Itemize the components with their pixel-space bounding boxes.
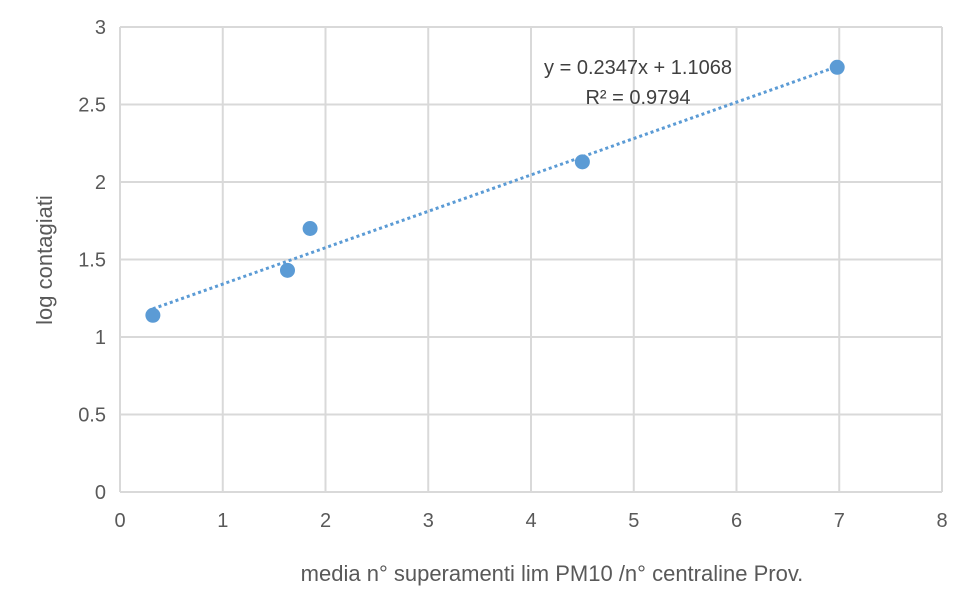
x-tick-label: 2 (320, 510, 331, 532)
data-points (145, 59, 845, 323)
x-tick-label: 4 (525, 510, 536, 532)
trendline-equation: y = 0.2347x + 1.1068 (544, 57, 732, 79)
y-axis-ticks: 0 0.5 1 1.5 2 2.5 3 (78, 17, 106, 504)
x-tick-label: 3 (423, 510, 434, 532)
data-point (574, 154, 590, 170)
x-axis-ticks: 0 1 2 3 4 5 6 7 8 (114, 510, 947, 532)
data-point (145, 307, 161, 323)
x-tick-label: 5 (628, 510, 639, 532)
trendline-r-squared: R² = 0.9794 (585, 87, 690, 109)
gridlines (119, 26, 943, 493)
data-point (279, 262, 295, 278)
y-tick-label: 2.5 (78, 95, 106, 117)
x-axis-title: media n° superamenti lim PM10 /n° centra… (301, 561, 804, 586)
y-axis-title: log contagiati (32, 195, 57, 325)
y-tick-label: 2 (95, 172, 106, 194)
x-tick-label: 1 (217, 510, 228, 532)
y-tick-label: 1 (95, 327, 106, 349)
data-point (302, 221, 318, 236)
y-tick-label: 1.5 (78, 250, 106, 272)
linear-trendline (152, 65, 838, 311)
x-tick-label: 7 (834, 510, 845, 532)
y-tick-label: 0.5 (78, 405, 106, 427)
x-tick-label: 8 (936, 510, 947, 532)
y-tick-label: 3 (95, 17, 106, 39)
y-tick-label: 0 (95, 482, 106, 504)
x-tick-label: 0 (114, 510, 125, 532)
data-point (829, 59, 845, 75)
x-tick-label: 6 (731, 510, 742, 532)
